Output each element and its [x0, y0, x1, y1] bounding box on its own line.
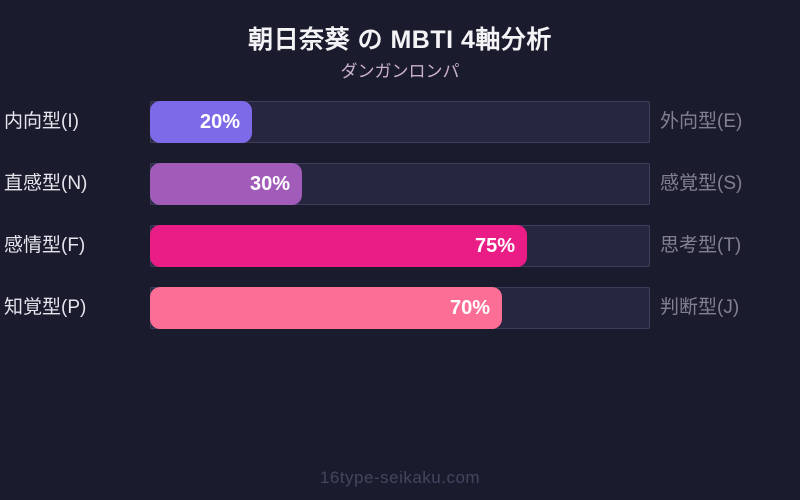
axis-left-label: 感情型(F)	[4, 235, 86, 256]
axis-right-label: 感覚型(S)	[660, 173, 743, 194]
axis-left-label: 知覚型(P)	[4, 297, 87, 318]
mbti-axis-row-ft: 感情型(F) 75% 思考型(T)	[0, 225, 800, 267]
bar-value-label: 20%	[199, 110, 240, 133]
bar-track: 75%	[150, 225, 650, 267]
bar-fill: 70%	[150, 287, 502, 329]
mbti-axis-row-pj: 知覚型(P) 70% 判断型(J)	[0, 287, 800, 329]
bar-value-label: 30%	[249, 172, 290, 195]
bar-fill: 30%	[150, 163, 302, 205]
mbti-axis-row-ns: 直感型(N) 30% 感覚型(S)	[0, 163, 800, 205]
axis-left-label: 内向型(I)	[4, 111, 79, 132]
site-watermark: 16type-seikaku.com	[319, 468, 481, 487]
mbti-axis-row-ie: 内向型(I) 20% 外向型(E)	[0, 101, 800, 143]
axis-right-label: 思考型(T)	[660, 235, 742, 256]
bar-value-label: 75%	[474, 234, 515, 257]
bar-track: 30%	[150, 163, 650, 205]
axis-right-label: 外向型(E)	[660, 111, 743, 132]
page-subtitle: ダンガンロンパ	[340, 62, 460, 81]
bar-fill: 20%	[150, 101, 252, 143]
bar-fill: 75%	[150, 225, 527, 267]
axis-left-label: 直感型(N)	[4, 173, 88, 194]
bar-track: 20%	[150, 101, 650, 143]
page-title: 朝日奈葵 の MBTI 4軸分析	[248, 26, 552, 54]
bar-track: 70%	[150, 287, 650, 329]
bar-value-label: 70%	[449, 296, 490, 319]
axis-right-label: 判断型(J)	[660, 297, 740, 318]
